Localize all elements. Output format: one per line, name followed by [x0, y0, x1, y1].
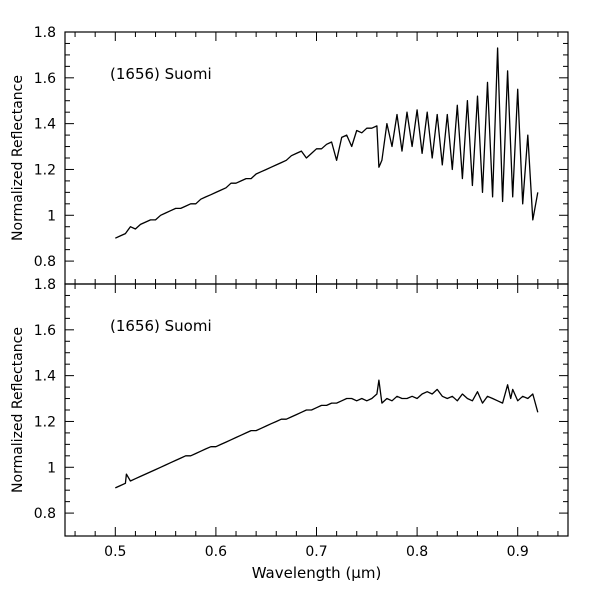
top-x-ticks [74, 32, 559, 284]
y-tick-label: 1.6 [34, 71, 56, 87]
y-tick-label: 1.6 [34, 323, 56, 339]
top-y-ticks: 0.8 1 1.2 1.4 1.6 1.8 [34, 25, 568, 270]
x-tick-label: 0.9 [507, 544, 529, 560]
x-tick-label: 0.8 [406, 544, 428, 560]
y-tick-label: 1.4 [34, 117, 56, 133]
y-tick-label: 1.2 [34, 162, 56, 178]
y-tick-label: 0.8 [34, 506, 56, 522]
top-spectrum-line [115, 47, 539, 239]
bottom-panel: 0.8 1 1.2 1.4 1.6 1.8 0.5 0.6 0.7 0.8 0.9 (1656) … [34, 277, 569, 560]
y-tick-label: 1 [47, 460, 56, 476]
y-tick-label: 1.8 [34, 277, 56, 293]
bottom-y-axis-label: Normalized Reflectance [10, 327, 26, 493]
y-tick-label: 1 [47, 208, 56, 224]
x-tick-label: 0.5 [104, 544, 126, 560]
top-y-axis-label: Normalized Reflectance [10, 75, 26, 241]
x-tick-label: 0.7 [305, 544, 327, 560]
y-tick-label: 1.8 [34, 25, 56, 41]
y-tick-label: 0.8 [34, 254, 56, 270]
top-panel: 0.8 1 1.2 1.4 1.6 1.8 (1656) Suomi [34, 25, 569, 285]
bottom-spectrum-line [115, 379, 539, 489]
x-tick-label: 0.6 [205, 544, 227, 560]
x-axis-label: Wavelength (μm) [252, 564, 382, 582]
y-tick-label: 1.4 [34, 369, 56, 385]
y-tick-label: 1.2 [34, 414, 56, 430]
bottom-x-ticks: 0.5 0.6 0.7 0.8 0.9 [74, 284, 559, 560]
bottom-object-label: (1656) Suomi [110, 317, 212, 335]
top-object-label: (1656) Suomi [110, 65, 212, 83]
bottom-y-ticks: 0.8 1 1.2 1.4 1.6 1.8 [34, 277, 568, 522]
